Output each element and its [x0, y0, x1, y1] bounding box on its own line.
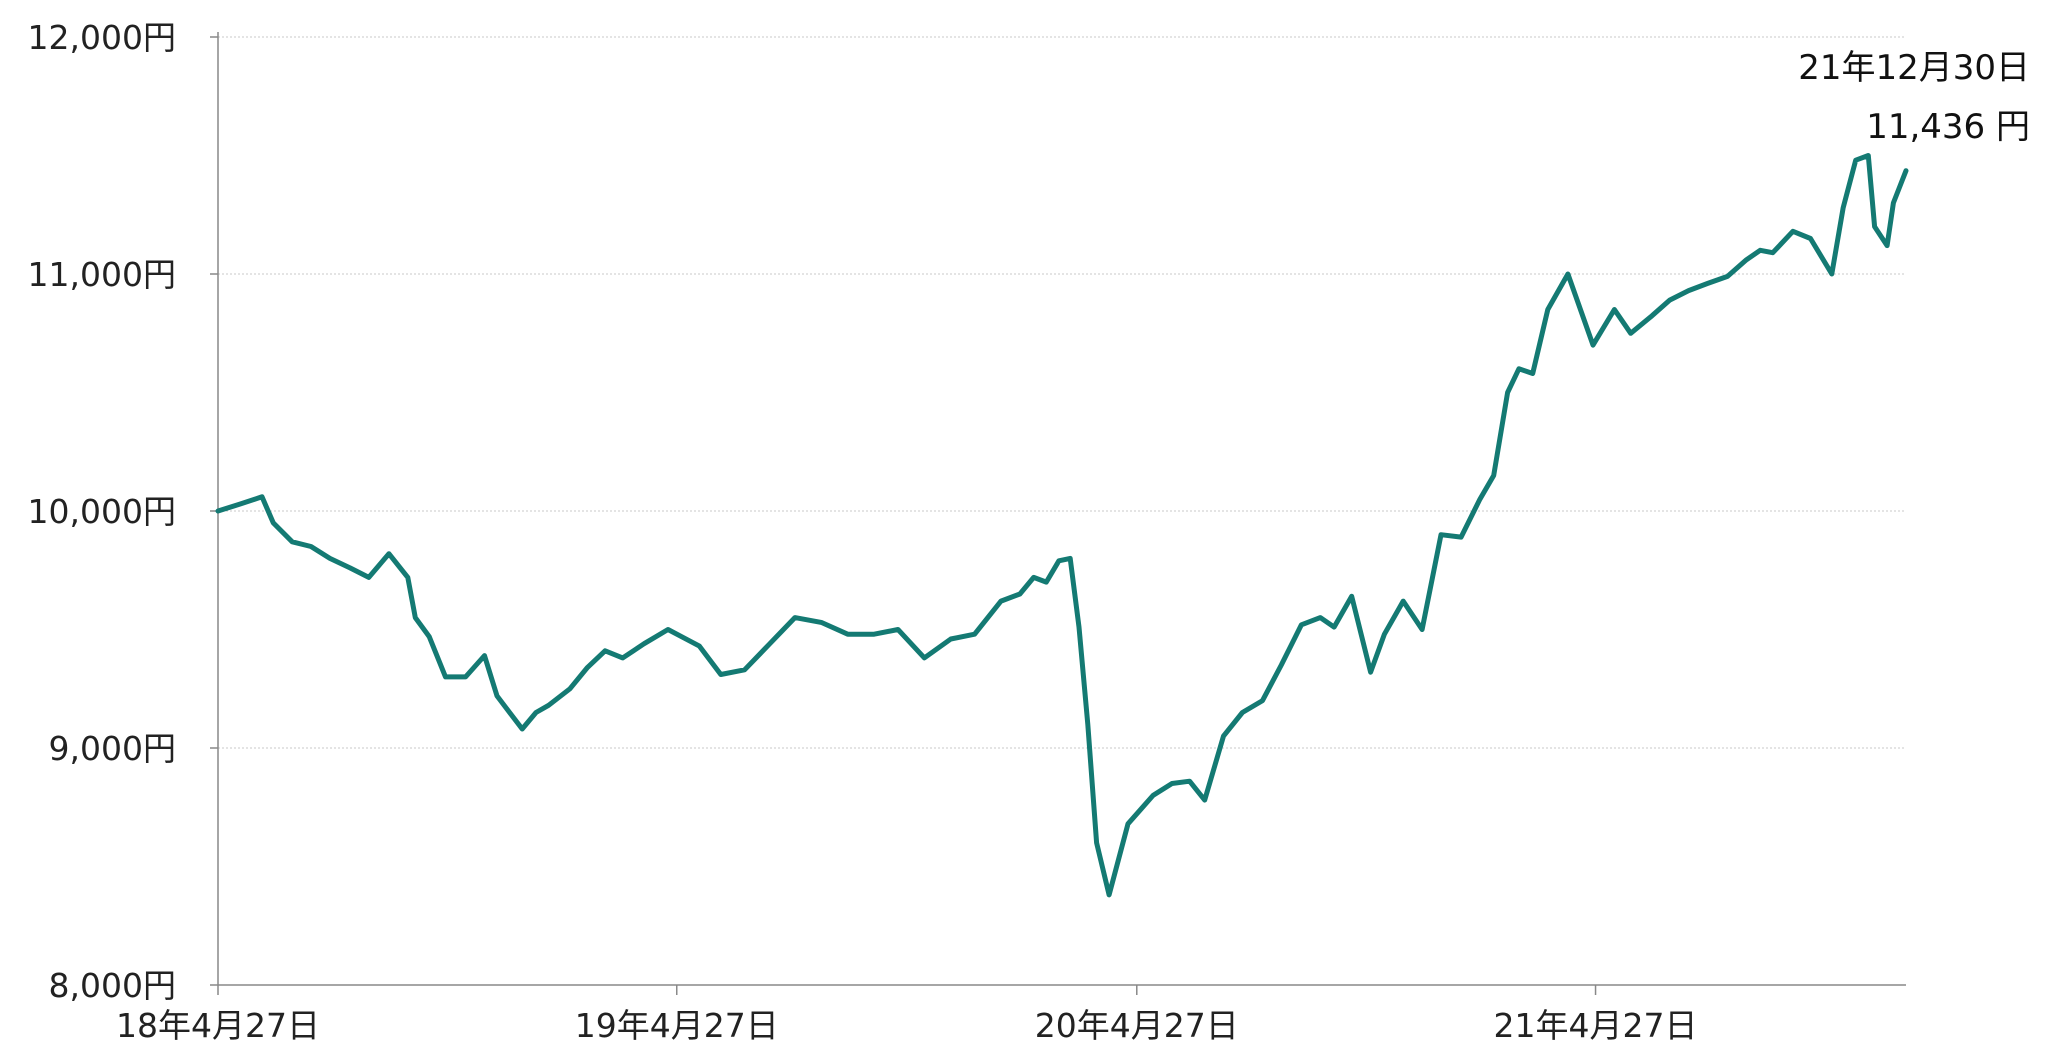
y-tick-label: 12,000円	[28, 18, 176, 57]
gridlines	[218, 36, 1906, 749]
price-line	[215, 153, 1909, 898]
y-tick-label: 9,000円	[49, 729, 176, 768]
x-tick-label: 18年4月27日	[116, 1006, 320, 1045]
x-tick-label: 20年4月27日	[1035, 1006, 1239, 1045]
x-axis-ticks: 18年4月27日 19年4月27日 20年4月27日 21年4月27日	[116, 985, 1698, 1045]
annotation-value: 11,436 円	[1866, 107, 2030, 147]
annotation-date: 21年12月30日	[1798, 48, 2030, 88]
y-axis-ticks: 8,000円 9,000円 10,000円 11,000円 12,000円	[28, 18, 218, 1005]
x-tick-label: 21年4月27日	[1494, 1006, 1698, 1045]
y-tick-label: 8,000円	[49, 966, 176, 1005]
y-tick-label: 11,000円	[28, 255, 176, 294]
y-tick-label: 10,000円	[28, 492, 176, 531]
x-tick-label: 19年4月27日	[575, 1006, 779, 1045]
axes	[217, 32, 1906, 986]
